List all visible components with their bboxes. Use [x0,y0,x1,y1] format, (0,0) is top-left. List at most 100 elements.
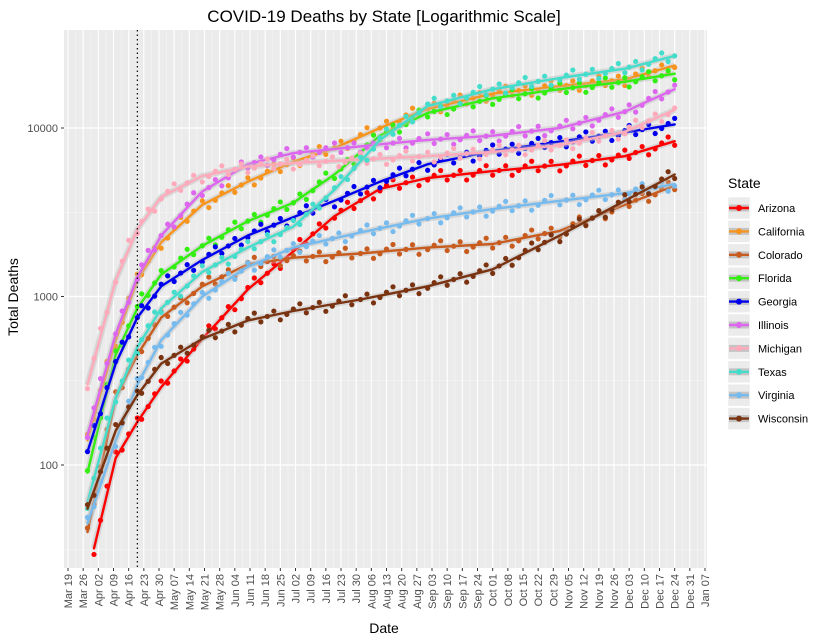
series-line [86,54,676,504]
legend-label: California [758,226,805,238]
data-point [496,142,502,148]
legend-label: Colorado [758,250,803,262]
data-point [396,251,403,257]
data-point [303,145,309,151]
data-point [403,113,409,120]
data-point [409,158,416,164]
data-point [277,199,283,205]
data-point [113,449,119,455]
data-point [548,82,554,88]
data-point [646,198,652,204]
data-point [633,109,639,115]
data-point [576,80,582,86]
x-tick-label: Apr 30 [154,574,166,606]
data-point [431,159,437,165]
data-point [409,282,416,288]
data-point [316,232,322,239]
data-point [377,185,383,191]
data-point [522,152,528,158]
data-point [323,259,329,265]
data-point [665,188,671,194]
data-point [178,344,184,350]
data-point [425,131,431,137]
data-point [596,138,602,144]
data-point [490,129,496,135]
x-tick-label: Jul 09 [306,574,318,603]
data-point [232,276,238,282]
data-point [271,261,277,267]
data-point [451,92,457,98]
data-point [342,238,348,245]
data-point [264,156,270,162]
data-point [529,227,535,233]
data-point [626,84,632,90]
legend-item-texas: Texas [727,360,787,384]
x-tick-label: Apr 16 [124,574,136,606]
data-point [284,145,290,152]
y-tick-label: 10000 [27,123,58,135]
data-point [672,187,678,193]
data-point [516,96,522,102]
x-tick-label: Aug 06 [366,574,378,609]
x-tick-label: Jul 30 [351,574,363,603]
legend-swatch-point [736,205,742,211]
data-point [509,208,515,214]
data-point [596,187,602,193]
data-point [615,136,621,142]
data-point [557,168,563,174]
data-point [316,205,322,211]
data-point [535,247,541,253]
data-point [184,246,190,252]
data-point [409,119,416,125]
data-point [323,151,329,158]
data-point [245,175,251,181]
legend-swatch-point [736,275,742,282]
data-point [529,240,535,246]
data-point [583,129,589,135]
data-point [238,226,244,232]
data-point [633,131,639,138]
data-point [158,354,164,361]
data-point [451,145,457,152]
data-point [529,158,535,164]
data-point [615,187,621,193]
data-point [225,267,231,273]
data-point [646,191,652,197]
data-point [357,150,364,157]
data-point [444,111,450,118]
data-point [206,269,212,276]
data-point [557,134,563,141]
data-point [390,241,396,248]
x-tick-label: Jul 23 [336,574,348,603]
data-point [483,262,489,268]
data-point [496,138,502,144]
legend-label: Michigan [758,343,802,355]
data-point [665,179,671,185]
data-point [652,111,658,117]
data-point [84,434,91,440]
data-point [84,386,91,392]
data-point [589,123,595,129]
legend-swatch-point [736,345,742,352]
y-axis: 100 1000 10000 [27,123,64,472]
data-point [331,140,338,146]
data-point [438,274,444,280]
data-point [639,67,645,73]
data-point [277,254,283,260]
data-point [145,247,151,253]
data-point [225,182,231,189]
data-point [396,129,403,135]
data-point [316,299,322,305]
legend-swatch-point [736,415,742,422]
data-point [323,170,329,176]
x-tick-label: Mar 26 [78,574,90,608]
data-point [338,138,344,144]
data-point [425,167,431,173]
data-point [178,309,184,315]
data-point [416,291,422,297]
data-point [596,208,602,214]
x-tick-label: Dec 17 [655,574,667,609]
data-point [457,239,463,245]
data-point [659,96,665,102]
data-point [310,201,316,207]
